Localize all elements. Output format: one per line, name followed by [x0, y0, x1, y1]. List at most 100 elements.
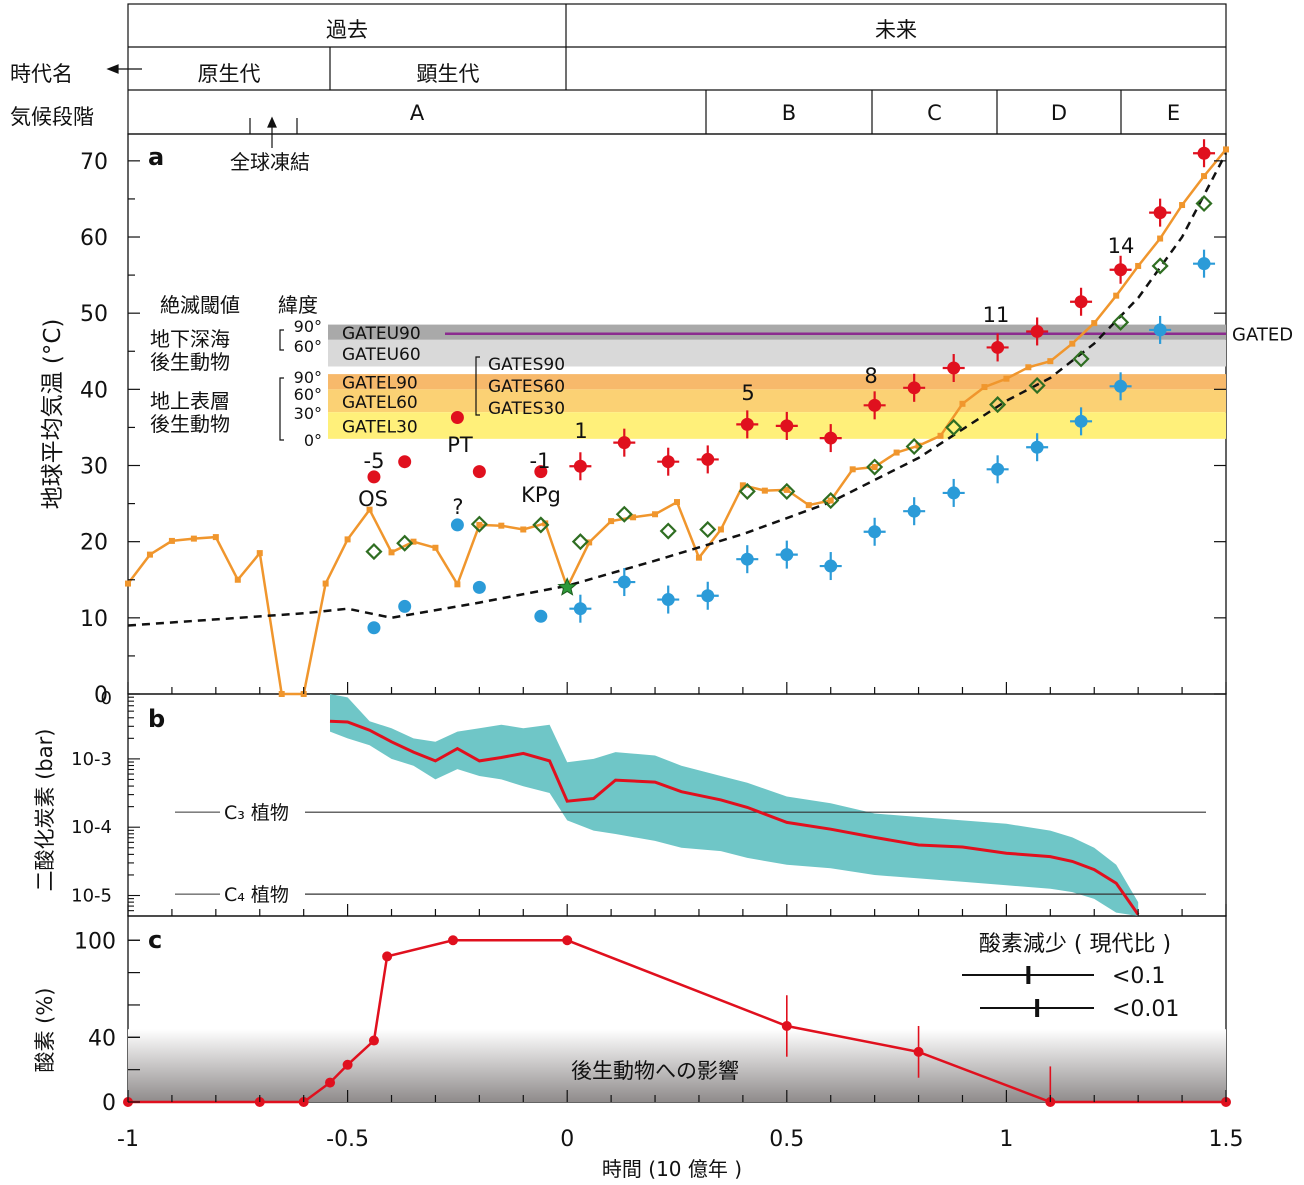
latitude-bracket-deep: [279, 329, 284, 351]
geologic-max-dot: [534, 465, 548, 479]
band-gatel60: [328, 389, 1226, 413]
band-gateu90: [328, 324, 1226, 340]
latitude-title: 緯度: [278, 293, 318, 317]
oxygen-point: [342, 1059, 353, 1070]
diamond-point: [659, 522, 677, 540]
panel-b-letter: b: [148, 705, 165, 733]
future-max-point: [617, 436, 631, 450]
y-axis-label-c: 酸素 (%): [33, 987, 57, 1072]
header-proterozoic: 原生代: [197, 62, 261, 86]
temperature-point: [630, 514, 637, 521]
diamond-point: [778, 482, 796, 500]
temperature-point: [1201, 173, 1208, 180]
y-tick-label-b: 10-5: [71, 886, 112, 907]
diamond-point: [1028, 376, 1046, 395]
diamond-point: [699, 520, 717, 539]
temperature-point: [125, 580, 131, 587]
geologic-max-dot: [398, 455, 412, 469]
x-tick-label: 0: [560, 1127, 574, 1152]
temperature-point: [1047, 358, 1054, 365]
oxygen-point: [562, 935, 573, 946]
future-min-point: [868, 525, 882, 539]
y-tick-label-a: 70: [80, 150, 108, 175]
future-min-point: [701, 589, 715, 603]
deep-label-1: 地下深海: [150, 327, 230, 351]
oxygen-point: [913, 1046, 924, 1057]
gates-bracket: [475, 356, 480, 416]
temperature-point: [761, 487, 768, 494]
band-gatel90: [328, 374, 1226, 390]
diamond-point: [365, 543, 383, 561]
diamond-point: [396, 534, 414, 552]
event-label: PT: [447, 433, 473, 457]
temperature-point: [1025, 364, 1032, 371]
diamond-point: [1195, 194, 1213, 213]
x-tick-label: -1: [117, 1127, 139, 1152]
temperature-point: [344, 536, 351, 543]
y-tick-label-c: 100: [74, 929, 116, 954]
temperature-point: [586, 539, 593, 546]
temperature-point: [827, 497, 834, 504]
future-max-point: [1030, 324, 1044, 338]
future-min-point: [661, 593, 675, 607]
diamond-point: [945, 418, 963, 436]
y-tick-label-a: 40: [80, 378, 108, 403]
header-phanerozoic: 顕生代: [416, 62, 480, 86]
gates-label: GATES60: [488, 377, 565, 397]
future-min-point: [947, 486, 961, 500]
surface-label-1: 地上表層: [150, 389, 230, 413]
temperature-point: [1069, 340, 1076, 347]
future-min-point: [1114, 379, 1128, 393]
geologic-min-dot: [534, 609, 548, 623]
diamond-point: [822, 491, 840, 510]
event-label: 14: [1108, 234, 1135, 258]
event-label: -5: [364, 449, 385, 473]
legend-item-label: <0.01: [1112, 997, 1179, 1022]
oxygen-legend-title: 酸素減少 ( 現代比 ): [979, 932, 1171, 957]
future-min-point: [991, 462, 1005, 476]
temperature-point: [366, 506, 373, 513]
event-label: -1: [530, 449, 551, 473]
temperature-point: [454, 581, 461, 588]
y-tick-label-b: 10-3: [71, 749, 112, 770]
future-max-point: [991, 340, 1005, 354]
temperature-point: [388, 549, 395, 556]
temperature-point: [212, 534, 219, 541]
threshold-title: 絶滅閾値: [160, 293, 240, 317]
temperature-point: [871, 464, 878, 471]
future-min-point: [907, 504, 921, 518]
y-axis-label-b: 二酸化炭素 (bar): [33, 729, 57, 892]
temperature-point: [146, 551, 153, 558]
y-tick-label-a: 20: [80, 531, 108, 556]
future-max-point: [780, 419, 794, 433]
snowball-label: 全球凍結: [230, 150, 310, 174]
future-max-point: [661, 455, 675, 469]
temperature-point: [893, 449, 900, 456]
stage-a: A: [409, 101, 425, 125]
temperature-point: [1223, 146, 1229, 153]
oxygen-point: [448, 935, 459, 946]
c3-label: C₃ 植物: [224, 802, 289, 824]
geologic-min-dot: [367, 621, 381, 635]
surface-label-2: 後生動物: [150, 412, 230, 436]
future-max-point: [1114, 263, 1128, 277]
oxygen-point: [781, 1020, 792, 1031]
temperature-point: [783, 486, 790, 493]
y-tick-label-a: 10: [80, 607, 108, 632]
latitude-tick: 60°: [294, 385, 322, 404]
y-tick-label-a: 50: [80, 302, 108, 327]
event-label: 5: [741, 381, 754, 405]
geologic-min-dot: [472, 580, 486, 594]
geologic-max-dot: [450, 411, 464, 425]
temperature-point: [498, 522, 505, 529]
temperature-point: [849, 466, 856, 473]
band-label-gatel60: GATEL60: [342, 393, 418, 413]
diamond-point: [1151, 257, 1169, 275]
metazoa-impact-label: 後生動物への影響: [571, 1059, 739, 1083]
band-label-gatel30: GATEL30: [342, 418, 418, 438]
temperature-point: [1113, 292, 1120, 299]
temperature-point: [1091, 320, 1098, 327]
latitude-tick: 0°: [304, 431, 322, 450]
